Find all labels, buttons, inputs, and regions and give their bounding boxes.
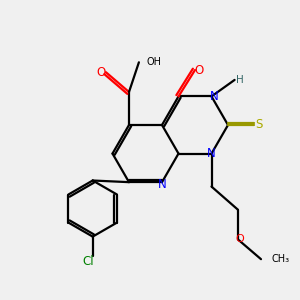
Text: N: N bbox=[158, 178, 166, 191]
Text: O: O bbox=[194, 64, 204, 76]
Text: Cl: Cl bbox=[82, 255, 94, 268]
Text: N: N bbox=[207, 147, 216, 160]
Text: O: O bbox=[236, 234, 244, 244]
Text: CH₃: CH₃ bbox=[271, 254, 289, 264]
Text: O: O bbox=[96, 66, 106, 79]
Text: N: N bbox=[210, 90, 219, 103]
Text: H: H bbox=[236, 75, 244, 85]
Text: OH: OH bbox=[147, 57, 162, 67]
Text: S: S bbox=[256, 118, 263, 131]
